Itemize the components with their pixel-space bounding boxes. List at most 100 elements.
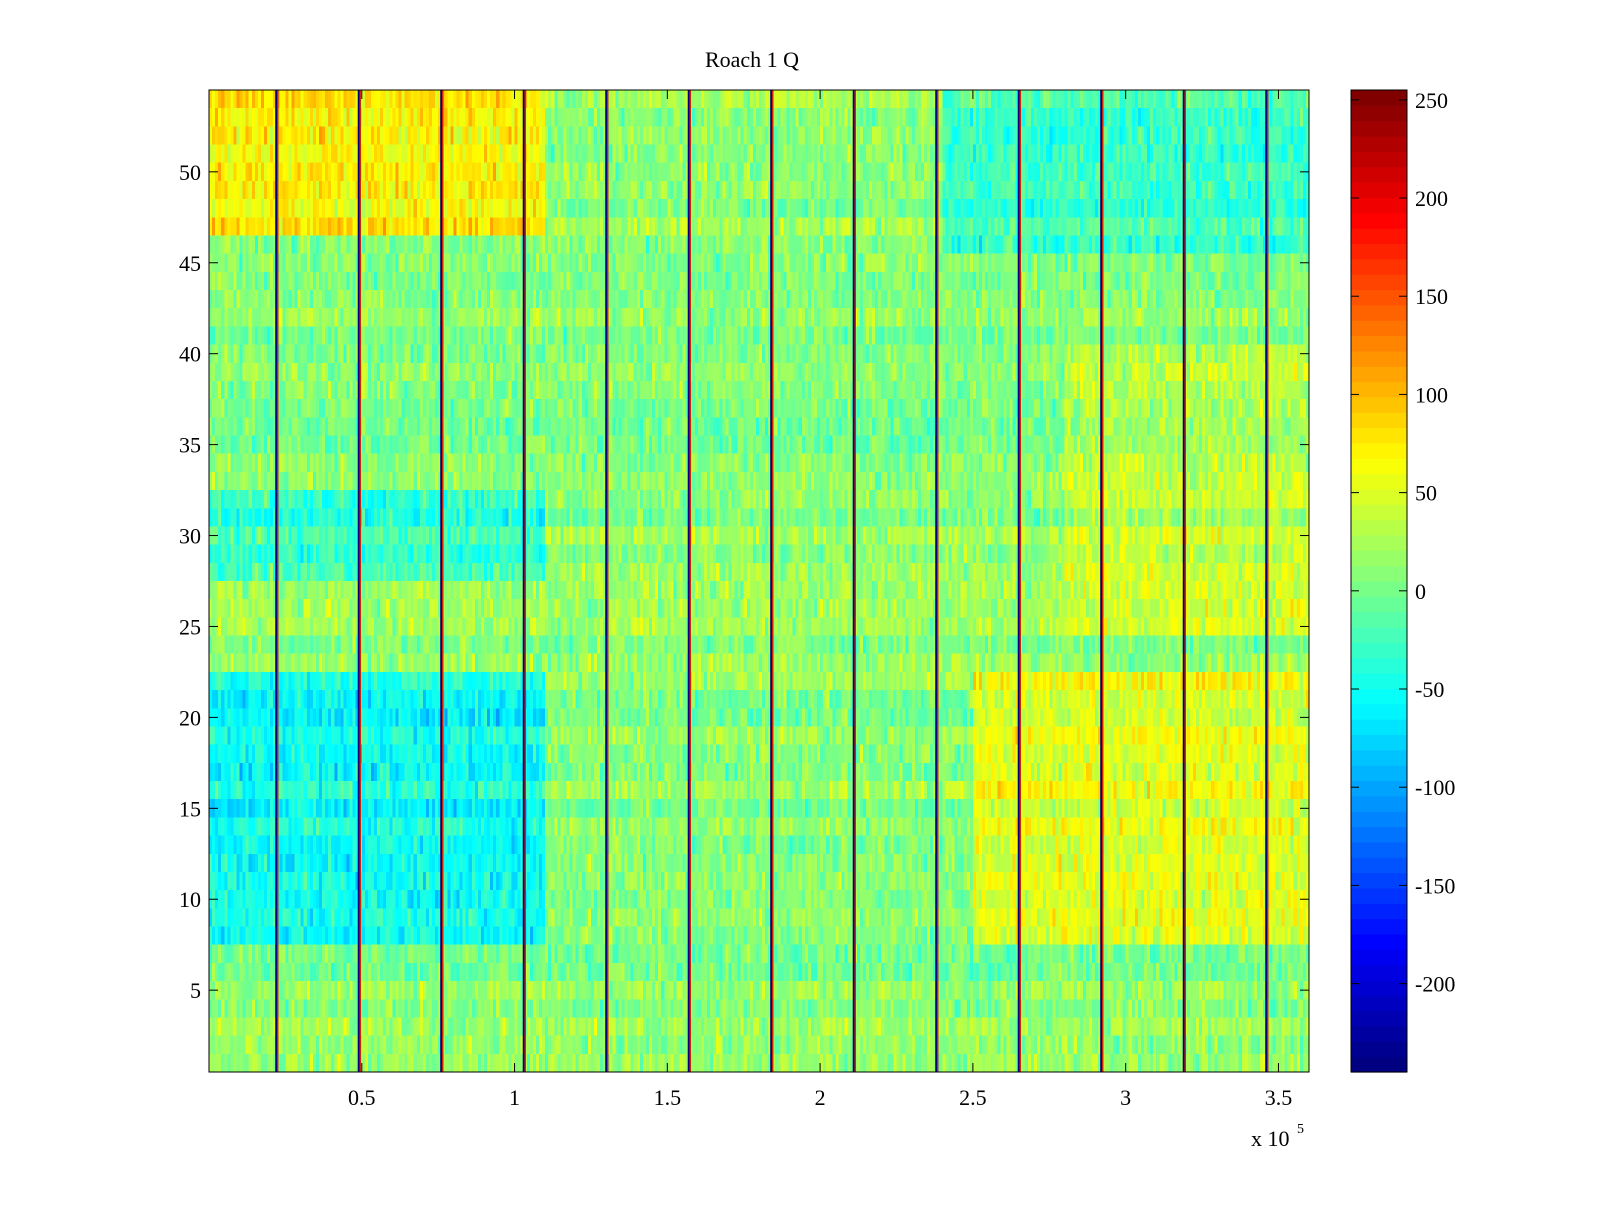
- colorbar-swatch: [1351, 795, 1407, 812]
- y-tick-label: 50: [179, 160, 201, 185]
- colorbar-swatch: [1351, 1025, 1407, 1042]
- colorbar-swatch: [1351, 688, 1407, 705]
- colorbar-swatch: [1351, 949, 1407, 966]
- colorbar-swatch: [1351, 995, 1407, 1012]
- heatmap-plot-area: [209, 90, 1309, 1072]
- colorbar-swatch: [1351, 857, 1407, 874]
- colorbar-swatch: [1351, 197, 1407, 214]
- colorbar-tick-label: 50: [1415, 481, 1437, 506]
- colorbar-swatch: [1351, 780, 1407, 797]
- colorbar-swatch: [1351, 228, 1407, 245]
- colorbar-swatch: [1351, 396, 1407, 413]
- heatmap-spike-lines: [275, 90, 1269, 1072]
- colorbar-swatch: [1351, 673, 1407, 690]
- colorbar-swatch: [1351, 734, 1407, 751]
- colorbar-swatch: [1351, 335, 1407, 352]
- x-tick-label: 2: [815, 1085, 826, 1110]
- heatmap-cells: [209, 90, 1309, 1072]
- colorbar-frame: [1350, 89, 1408, 1073]
- y-tick-label: 35: [179, 433, 201, 458]
- colorbar-swatch: [1351, 826, 1407, 843]
- y-tick-label: 45: [179, 251, 201, 276]
- y-tick-label: 10: [179, 887, 201, 912]
- colorbar: [1350, 89, 1408, 1073]
- x-tick-label: 2.5: [959, 1085, 987, 1110]
- colorbar-tick-label: 100: [1415, 382, 1448, 407]
- colorbar-swatch: [1351, 918, 1407, 935]
- colorbar-swatch: [1351, 811, 1407, 828]
- colorbar-swatch: [1351, 703, 1407, 720]
- colorbar-swatch: [1351, 1056, 1407, 1073]
- x-tick-label: 3.5: [1265, 1085, 1293, 1110]
- colorbar-swatch: [1351, 979, 1407, 996]
- chart-title: Roach 1 Q: [705, 47, 799, 72]
- x-tick-label: 0.5: [348, 1085, 376, 1110]
- colorbar-tick-label: 0: [1415, 579, 1426, 604]
- x-axis-multiplier: x 10: [1251, 1126, 1290, 1151]
- colorbar-swatch: [1351, 964, 1407, 981]
- colorbar-swatch: [1351, 442, 1407, 459]
- colorbar-swatch: [1351, 719, 1407, 736]
- x-tick-label: 1: [509, 1085, 520, 1110]
- colorbar-swatch: [1351, 657, 1407, 674]
- colorbar-swatch: [1351, 151, 1407, 168]
- colorbar-swatch: [1351, 611, 1407, 628]
- colorbar-swatch: [1351, 581, 1407, 597]
- colorbar-swatch: [1351, 488, 1407, 505]
- colorbar-swatch: [1351, 458, 1407, 475]
- colorbar-tick-label: -100: [1415, 775, 1455, 800]
- colorbar-swatch: [1351, 596, 1407, 613]
- plot-frame: [208, 89, 1310, 1073]
- y-tick-label: 15: [179, 796, 201, 821]
- colorbar-swatch: [1351, 903, 1407, 920]
- colorbar-swatch: [1351, 304, 1407, 321]
- y-tick-label: 30: [179, 524, 201, 549]
- colorbar-swatch: [1351, 136, 1407, 152]
- x-tick-label: 3: [1120, 1085, 1131, 1110]
- colorbar-tick-label: 150: [1415, 284, 1448, 309]
- colorbar-swatch: [1351, 120, 1407, 137]
- colorbar-swatch: [1351, 105, 1407, 122]
- colorbar-swatch: [1351, 182, 1407, 199]
- colorbar-swatch: [1351, 381, 1407, 398]
- colorbar-tick-label: 200: [1415, 186, 1448, 211]
- y-tick-label: 25: [179, 614, 201, 639]
- colorbar-swatch: [1351, 427, 1407, 444]
- colorbar-swatch: [1351, 274, 1407, 291]
- colorbar-ticks: 250 200 150 100 50 0 -50 -100 -150 -200: [1351, 88, 1455, 997]
- colorbar-swatch: [1351, 504, 1407, 521]
- colorbar-swatch: [1351, 550, 1407, 567]
- colorbar-swatch: [1351, 519, 1407, 536]
- y-tick-label: 20: [179, 705, 201, 730]
- colorbar-tick-label: -150: [1415, 873, 1455, 898]
- colorbar-swatch: [1351, 887, 1407, 904]
- colorbar-swatch: [1351, 1041, 1407, 1058]
- colorbar-swatch: [1351, 320, 1407, 337]
- colorbar-swatch: [1351, 412, 1407, 429]
- colorbar-swatch: [1351, 258, 1407, 275]
- colorbar-tick-label: 250: [1415, 88, 1448, 113]
- colorbar-swatch: [1351, 749, 1407, 766]
- y-tick-label: 5: [190, 978, 201, 1003]
- colorbar-swatch: [1351, 166, 1407, 183]
- colorbar-swatch: [1351, 565, 1407, 582]
- colorbar-swatch: [1351, 841, 1407, 858]
- colorbar-swatch: [1351, 212, 1407, 229]
- colorbar-tick-label: -200: [1415, 972, 1455, 997]
- colorbar-tick-label: -50: [1415, 677, 1444, 702]
- colorbar-swatch: [1351, 289, 1407, 306]
- colorbar-swatch: [1351, 243, 1407, 260]
- colorbar-swatch: [1351, 627, 1407, 643]
- colorbar-swatch: [1351, 473, 1407, 490]
- colorbar-swatch: [1351, 765, 1407, 782]
- y-axis: 5 10 15 20 25 30 35 40 45 50: [179, 160, 1309, 1003]
- colorbar-swatch: [1351, 872, 1407, 889]
- colorbar-swatch: [1351, 366, 1407, 383]
- colorbar-swatch: [1351, 642, 1407, 659]
- x-tick-label: 1.5: [654, 1085, 682, 1110]
- y-tick-label: 40: [179, 342, 201, 367]
- colorbar-swatch: [1351, 1010, 1407, 1027]
- colorbar-swatch: [1351, 534, 1407, 551]
